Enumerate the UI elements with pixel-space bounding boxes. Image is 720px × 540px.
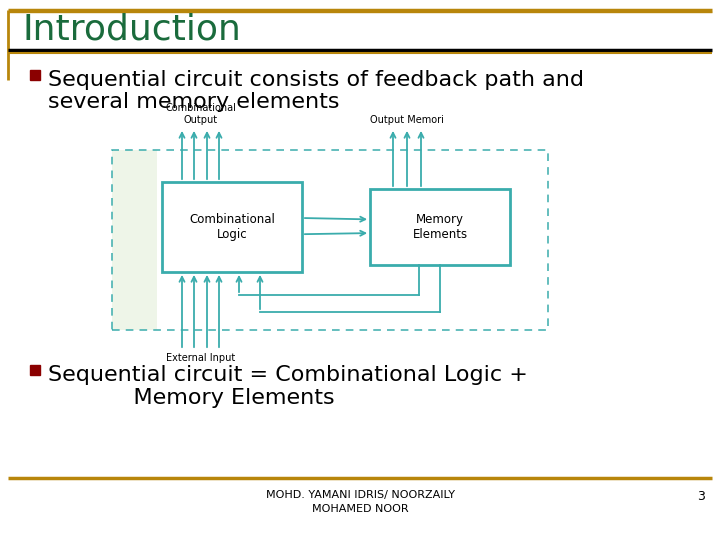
Text: Output Memori: Output Memori <box>370 115 444 125</box>
Text: MOHD. YAMANI IDRIS/ NOORZAILY
MOHAMED NOOR: MOHD. YAMANI IDRIS/ NOORZAILY MOHAMED NO… <box>266 490 454 514</box>
Bar <box>30 70 40 80</box>
Bar <box>30 365 40 375</box>
Text: Sequential circuit = Combinational Logic +: Sequential circuit = Combinational Logic… <box>48 365 528 385</box>
Bar <box>112 150 157 330</box>
Text: External Input: External Input <box>166 353 235 363</box>
Text: Memory
Elements: Memory Elements <box>413 213 467 241</box>
Text: 3: 3 <box>697 490 705 503</box>
Text: Memory Elements: Memory Elements <box>48 388 335 408</box>
Text: Combinational
Output: Combinational Output <box>166 103 236 125</box>
Text: Sequential circuit consists of feedback path and: Sequential circuit consists of feedback … <box>48 70 584 90</box>
Bar <box>370 189 510 265</box>
Text: Combinational
Logic: Combinational Logic <box>189 213 275 241</box>
Text: Introduction: Introduction <box>22 13 241 47</box>
Bar <box>162 182 302 272</box>
Text: several memory elements: several memory elements <box>48 92 340 112</box>
Bar <box>112 150 548 330</box>
